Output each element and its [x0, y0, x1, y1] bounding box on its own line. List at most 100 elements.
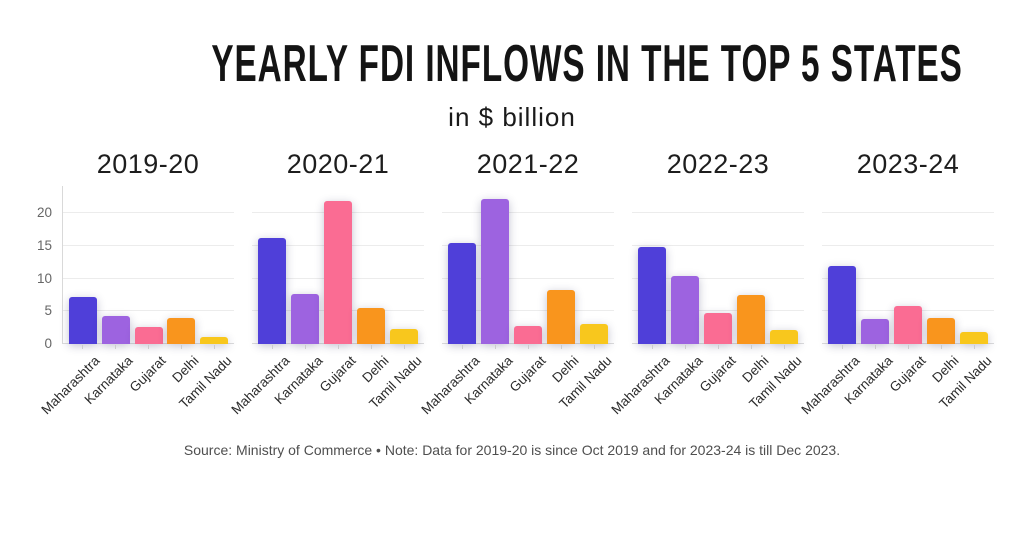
tick-mark [594, 345, 595, 349]
gridline [632, 277, 804, 279]
gridline [63, 277, 234, 279]
plot-area [252, 186, 424, 344]
plot-area [822, 186, 994, 344]
tick-mark [82, 345, 83, 349]
panel-2022-23: 2022-23 Maharashtra Karnataka Gujarat Delhi T… [608, 149, 804, 434]
tick-mark [305, 345, 306, 349]
y-tick-label: 20 [36, 205, 52, 221]
bar-maharashtra [448, 243, 476, 344]
y-axis: 0 5 10 15 20 [22, 186, 62, 351]
tick-mark [404, 345, 405, 349]
tick-mark [148, 345, 149, 349]
panel-2019-20: 2019-20 Maharashtra Karnataka Gujarat Delhi T… [38, 149, 235, 434]
tick-mark [528, 345, 529, 349]
tick-mark [718, 345, 719, 349]
panel-title: 2020-21 [286, 149, 390, 179]
tick-mark [338, 345, 339, 349]
bar-delhi [737, 294, 765, 344]
bar-maharashtra [828, 265, 856, 344]
bar-gujarat [894, 306, 922, 344]
plot-area [442, 186, 614, 344]
tick-mark [751, 345, 752, 349]
bar-maharashtra [638, 247, 666, 344]
gridline [442, 212, 614, 214]
bar-karnataka [861, 319, 889, 344]
gridline [632, 310, 804, 312]
gridline [442, 277, 614, 279]
tick-mark [115, 345, 116, 349]
gridline [632, 244, 804, 246]
tick-mark [842, 345, 843, 349]
bar-maharashtra [69, 296, 97, 344]
bar-gujarat [324, 200, 352, 344]
y-tick-label: 0 [44, 336, 52, 351]
bar-maharashtra [258, 238, 286, 344]
panel-2020-21: 2020-21 Maharashtra Karnataka Gujarat Delhi T… [228, 149, 425, 434]
chart-title: YEARLY FDI INFLOWS IN THE TOP 5 STATES [211, 35, 963, 93]
x-tick-label-gujarat: Gujarat [316, 353, 359, 395]
bar-delhi [357, 308, 385, 344]
y-tick-label: 5 [44, 303, 52, 319]
x-tick-label-gujarat: Gujarat [886, 353, 929, 395]
tick-mark [462, 345, 463, 349]
bar-gujarat [704, 313, 732, 344]
x-tick-label-gujarat: Gujarat [506, 353, 549, 395]
gridline [442, 310, 614, 312]
source-note: Source: Ministry of Commerce • Note: Dat… [183, 442, 841, 458]
y-tick-label: 15 [36, 237, 52, 253]
plot-area [632, 186, 804, 344]
gridline [63, 212, 234, 214]
bar-tamil-nadu [200, 336, 228, 344]
gridline [632, 212, 804, 214]
tick-mark [941, 345, 942, 349]
bar-gujarat [134, 327, 163, 344]
tick-mark [495, 345, 496, 349]
x-axis-labels: Maharashtra Karnataka Gujarat Delhi Tamil Na… [418, 344, 615, 434]
tick-mark [371, 345, 372, 349]
bar-tamil-nadu [960, 331, 988, 344]
panel-title: 2019-20 [96, 149, 200, 179]
plot-area [62, 186, 234, 344]
bar-delhi [927, 317, 955, 344]
gridline [822, 277, 994, 279]
bar-karnataka [481, 199, 509, 344]
tick-mark [784, 345, 785, 349]
x-axis-labels: Maharashtra Karnataka Gujarat Delhi Tamil Na… [38, 344, 235, 434]
panels-row: 2019-20 Maharashtra Karnataka Gujarat Delhi T… [38, 149, 995, 434]
bars-group [252, 186, 424, 344]
gridline [822, 212, 994, 214]
panel-2023-24: 2023-24 Maharashtra Karnataka Gujarat Delhi T… [798, 149, 995, 434]
tick-mark [908, 345, 909, 349]
bar-tamil-nadu [390, 328, 418, 344]
gridline [822, 244, 994, 246]
x-tick-label-gujarat: Gujarat [696, 353, 739, 395]
bar-delhi [167, 317, 196, 344]
bar-karnataka [101, 315, 130, 344]
tick-mark [214, 345, 215, 349]
bars-group [632, 186, 804, 344]
tick-mark [181, 345, 182, 349]
tick-mark [561, 345, 562, 349]
y-tick-label: 10 [36, 270, 52, 286]
bars-group [63, 186, 234, 344]
x-tick-label-gujarat: Gujarat [126, 353, 169, 395]
bars-group [442, 186, 614, 344]
bars-group [822, 186, 994, 344]
chart-title-wrap: YEARLY FDI INFLOWS IN THE TOP 5 STATES [0, 0, 1024, 90]
fdi-small-multiples-chart: 0 5 10 15 20 2019-20 Maharashtra Karnataka Guja… [0, 149, 1024, 434]
tick-mark [974, 345, 975, 349]
bar-tamil-nadu [580, 324, 608, 344]
panel-title: 2021-22 [476, 149, 580, 179]
panel-2021-22: 2021-22 Maharashtra Karnataka Gujarat Delhi T… [418, 149, 615, 434]
tick-mark [685, 345, 686, 349]
tick-mark [652, 345, 653, 349]
chart-subtitle: in $ billion [448, 102, 576, 132]
bar-tamil-nadu [770, 329, 798, 344]
x-axis-labels: Maharashtra Karnataka Gujarat Delhi Tamil Na… [228, 344, 425, 434]
gridline [63, 310, 234, 312]
tick-mark [875, 345, 876, 349]
tick-mark [272, 345, 273, 349]
x-axis-labels: Maharashtra Karnataka Gujarat Delhi Tamil Na… [798, 344, 995, 434]
panel-title: 2022-23 [666, 149, 770, 179]
